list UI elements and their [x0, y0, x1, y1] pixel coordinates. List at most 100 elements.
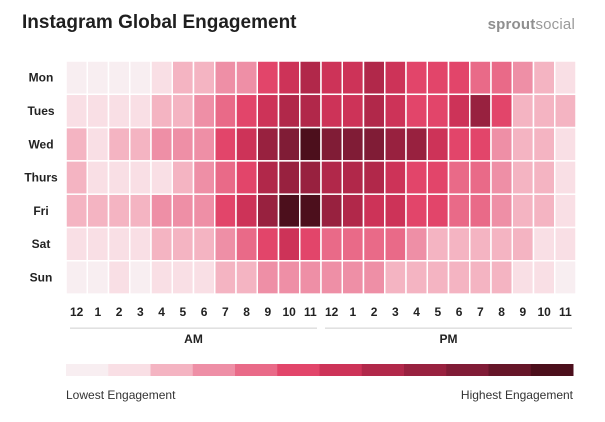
heatmap-cell: [150, 126, 173, 162]
column-label: 11: [559, 305, 572, 319]
heatmap-cell: [150, 93, 173, 129]
heatmap-cell: [532, 60, 556, 96]
heatmap-cell: [511, 126, 535, 162]
heatmap-cell: [256, 126, 280, 162]
legend-swatch: [530, 364, 574, 376]
heatmap-cell: [277, 60, 301, 96]
heatmap-cell: [235, 260, 258, 295]
heatmap-cell: [554, 93, 577, 129]
heatmap-cell: [86, 93, 110, 129]
column-label: 10: [282, 305, 296, 319]
heatmap-cell: [192, 193, 216, 229]
heatmap-cell: [320, 126, 343, 162]
heatmap-cell: [256, 93, 280, 129]
heatmap-cell: [426, 260, 450, 295]
heatmap-cell: [129, 60, 152, 96]
heatmap-cell: [256, 60, 280, 96]
legend-max-label: Highest Engagement: [461, 388, 574, 402]
column-label: 6: [456, 305, 463, 319]
heatmap-cell: [171, 226, 195, 262]
heatmap-cell: [532, 126, 556, 162]
heatmap-cell: [362, 60, 386, 96]
column-label: 2: [371, 305, 378, 319]
column-label: 7: [477, 305, 484, 319]
heatmap-cell: [277, 126, 301, 162]
heatmap-cell: [65, 260, 88, 295]
heatmap-cell: [192, 60, 216, 96]
period-label: AM: [184, 332, 203, 346]
heatmap-cell: [490, 93, 513, 129]
heatmap-cell: [299, 160, 322, 195]
heatmap-cell: [235, 193, 258, 229]
heatmap-cell: [256, 260, 280, 295]
heatmap-cell: [171, 126, 195, 162]
heatmap-cell: [320, 260, 343, 295]
column-label: 5: [435, 305, 442, 319]
heatmap-cell: [405, 60, 428, 96]
column-label: 11: [304, 305, 317, 319]
chart-title: Instagram Global Engagement: [22, 12, 297, 33]
heatmap-cell: [129, 193, 152, 229]
heatmap-cell: [426, 93, 450, 129]
heatmap-cell: [341, 226, 365, 262]
heatmap-cell: [214, 160, 237, 195]
heatmap-cell: [299, 126, 322, 162]
heatmap-cell: [65, 126, 88, 162]
heatmap-cell: [554, 226, 577, 262]
heatmap-cell: [490, 193, 513, 229]
heatmap-cell: [405, 93, 428, 129]
heatmap-cell: [107, 126, 131, 162]
heatmap-cell: [447, 193, 471, 229]
row-label: Sat: [32, 237, 51, 251]
legend-swatch: [488, 364, 532, 376]
heatmap-cell: [150, 60, 173, 96]
heatmap-cell: [299, 226, 322, 262]
heatmap-cell: [384, 160, 407, 195]
heatmap-cell: [129, 260, 152, 295]
column-label: 10: [537, 305, 551, 319]
heatmap-cell: [490, 260, 513, 295]
heatmap-cell: [320, 160, 343, 195]
heatmap-cell: [214, 226, 237, 262]
heatmap-cell: [469, 260, 492, 295]
heatmap-cell: [362, 160, 386, 195]
logo-light-text: social: [535, 16, 575, 33]
heatmap-cell: [192, 260, 216, 295]
heatmap-cell: [384, 193, 407, 229]
heatmap-cell: [511, 260, 535, 295]
heatmap-cell: [171, 193, 195, 229]
column-label: 1: [95, 305, 102, 319]
heatmap-cell: [235, 60, 258, 96]
heatmap-cell: [299, 60, 322, 96]
heatmap-cell: [405, 193, 428, 229]
heatmap-cell: [554, 193, 577, 229]
column-label: 5: [180, 305, 187, 319]
heatmap-cell: [65, 226, 88, 262]
column-label: 3: [137, 305, 144, 319]
heatmap-cell: [65, 60, 88, 96]
column-label: 8: [498, 305, 505, 319]
legend-swatch: [150, 364, 194, 376]
heatmap-cell: [235, 93, 258, 129]
heatmap-cell: [447, 126, 471, 162]
heatmap-cell: [171, 160, 195, 195]
column-label: 8: [243, 305, 250, 319]
heatmap-cell: [426, 60, 450, 96]
heatmap-cell: [362, 226, 386, 262]
heatmap-cell: [107, 160, 131, 195]
heatmap-cell: [86, 193, 110, 229]
logo-bold-text: sprout: [487, 16, 536, 33]
heatmap-cell: [469, 60, 492, 96]
row-label: Tues: [27, 104, 54, 118]
heatmap-cell: [341, 93, 365, 129]
heatmap-cell: [426, 160, 450, 195]
heatmap-cell: [447, 226, 471, 262]
legend-swatch: [235, 364, 278, 376]
heatmap-cell: [107, 193, 131, 229]
heatmap-cell: [107, 226, 131, 262]
heatmap-cell: [320, 226, 343, 262]
heatmap-cell: [214, 260, 237, 295]
heatmap-cell: [469, 226, 492, 262]
heatmap-cell: [171, 60, 195, 96]
heatmap-cell: [235, 226, 258, 262]
